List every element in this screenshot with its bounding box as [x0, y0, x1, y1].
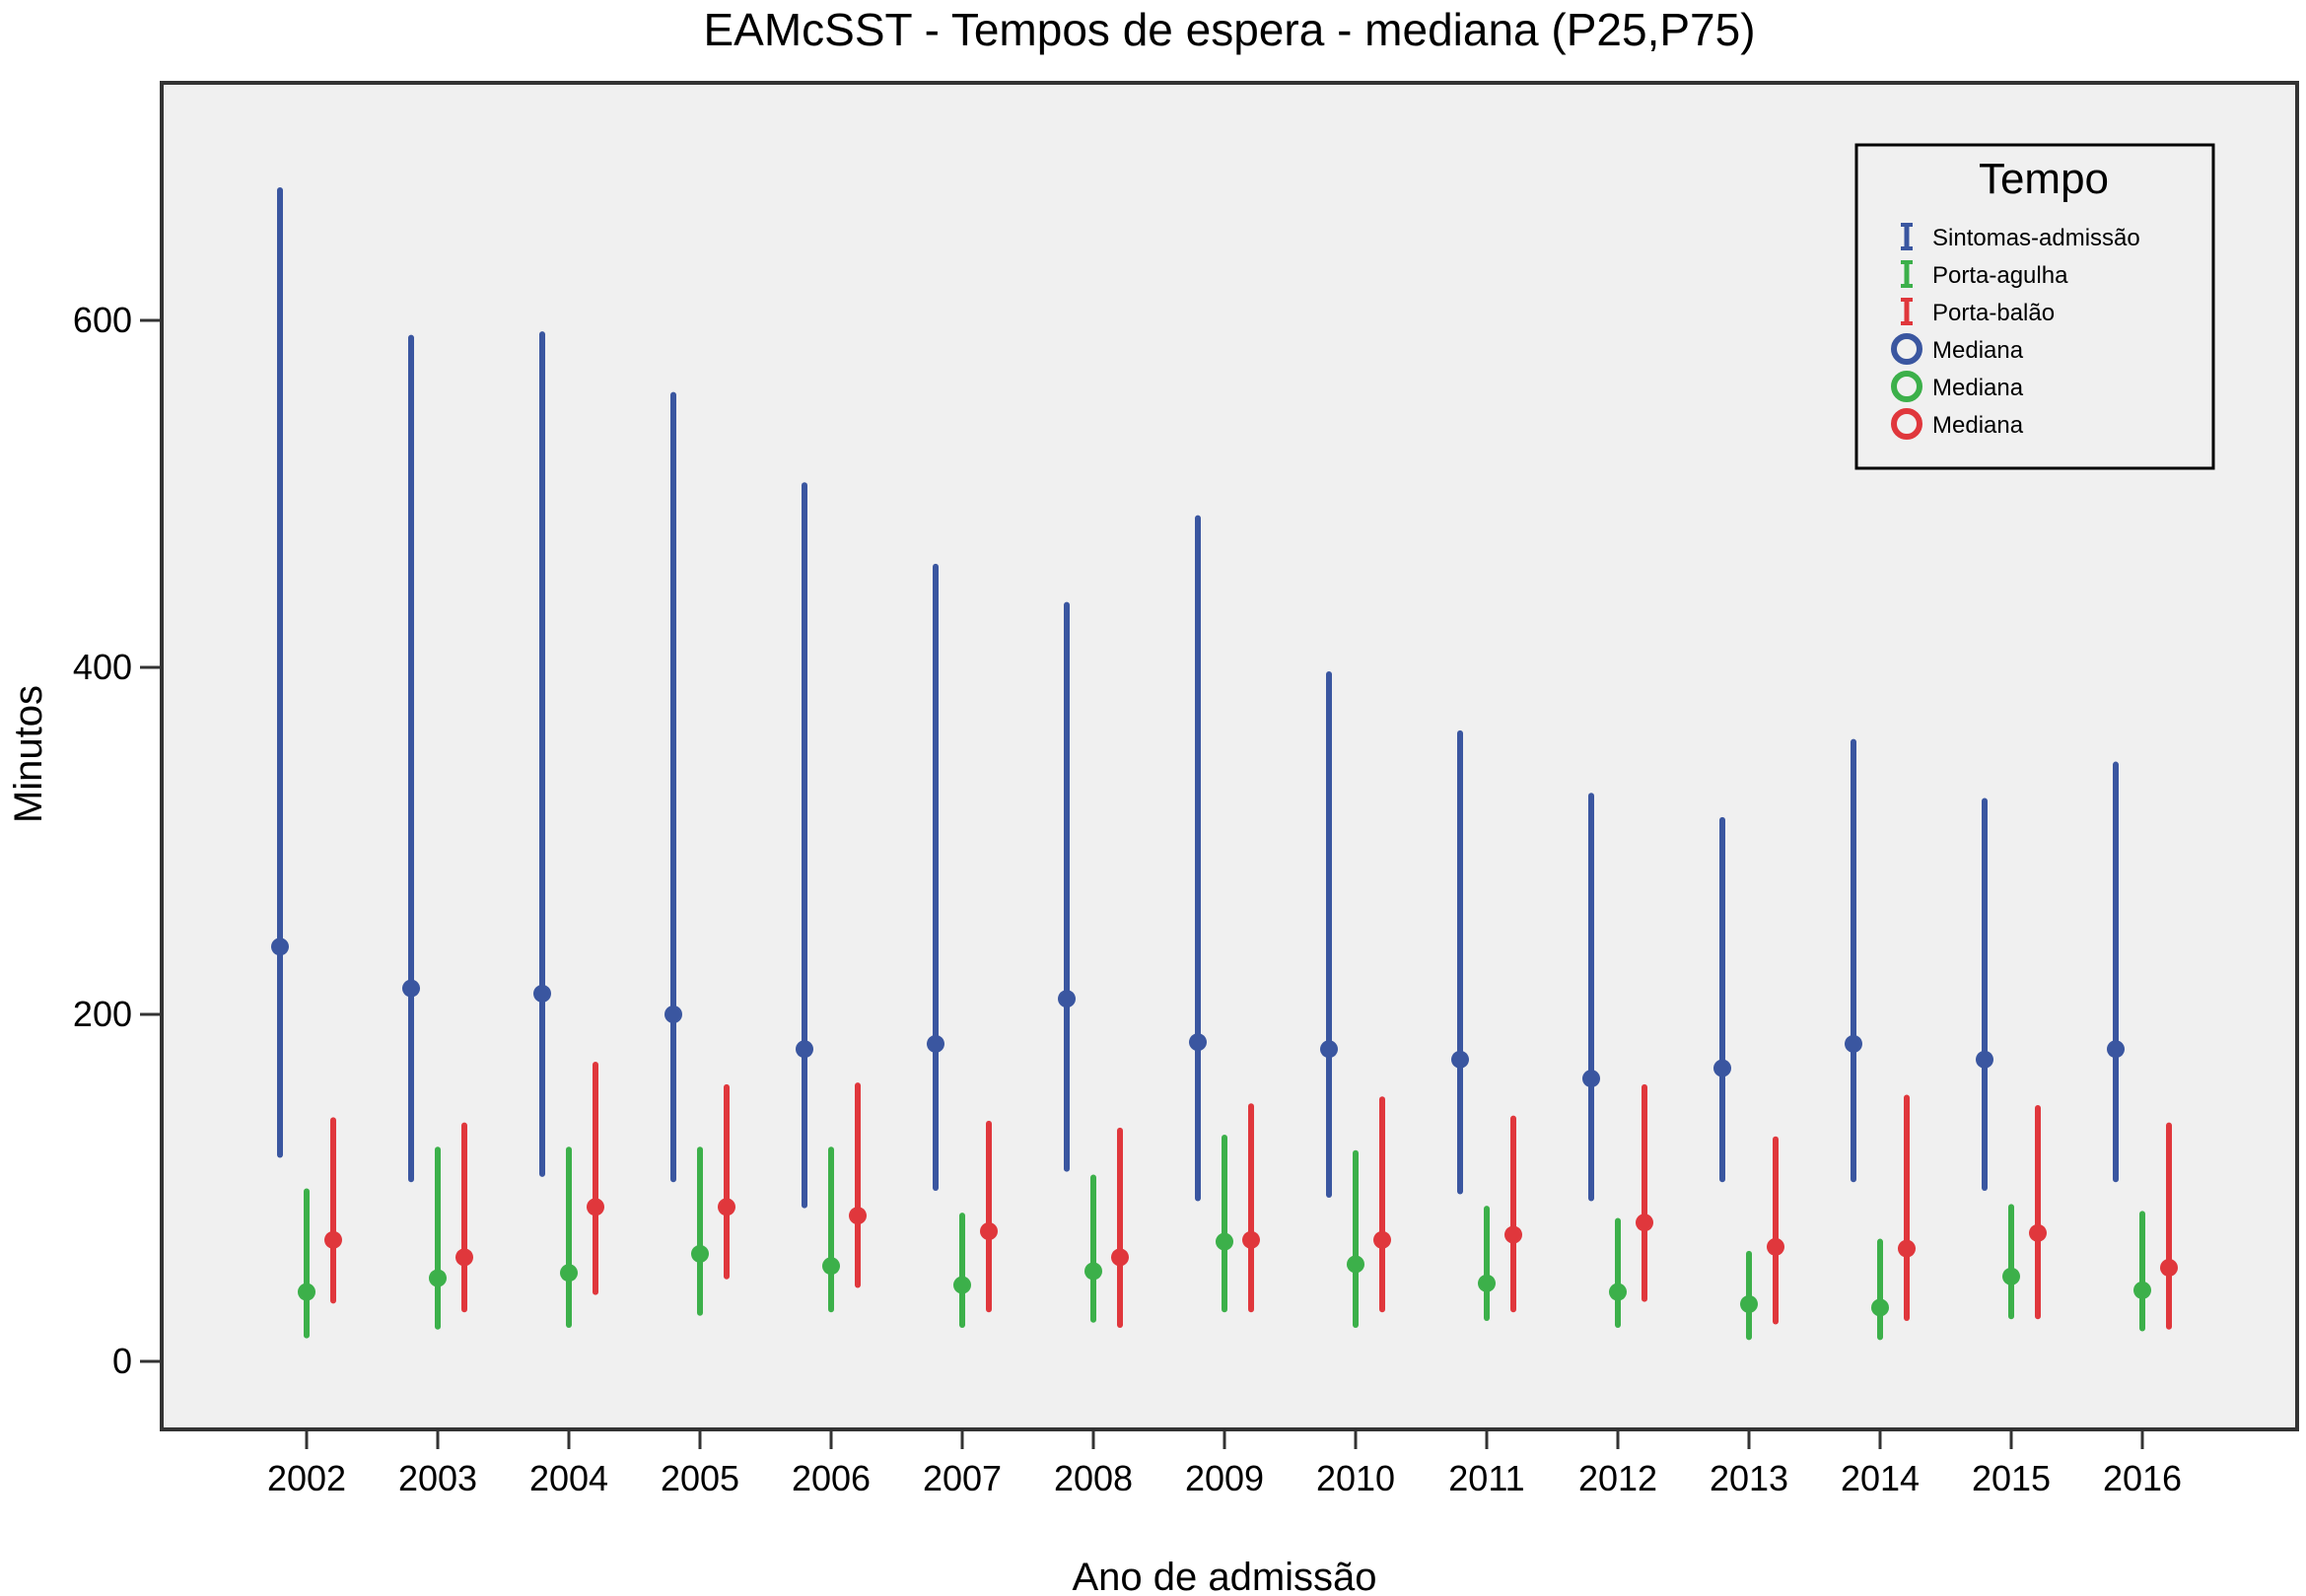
- y-tick-label: 0: [112, 1341, 132, 1381]
- y-tick-label: 400: [73, 647, 132, 687]
- median-point: [1767, 1237, 1784, 1256]
- x-tick-label: 2011: [1448, 1458, 1524, 1498]
- legend-label: Mediana: [1932, 337, 2024, 364]
- median-point: [1216, 1232, 1233, 1251]
- x-tick-label: 2015: [1972, 1458, 2051, 1498]
- median-point: [298, 1283, 315, 1301]
- x-tick-label: 2008: [1054, 1458, 1133, 1498]
- x-tick-label: 2007: [923, 1458, 1002, 1498]
- x-axis-label: Ano de admissão: [1072, 1556, 1376, 1596]
- legend: Tempo Sintomas-admissão Porta-agulha Porta…: [1854, 143, 2215, 470]
- median-point: [2029, 1223, 2047, 1242]
- median-point: [1582, 1070, 1600, 1088]
- median-point: [822, 1257, 840, 1276]
- median-point: [2002, 1267, 2020, 1285]
- legend-label: Sintomas-admissão: [1932, 225, 2140, 251]
- y-axis-label: Minutos: [7, 685, 50, 823]
- median-point: [1058, 990, 1076, 1008]
- median-point: [1636, 1214, 1653, 1232]
- median-point: [560, 1264, 578, 1283]
- median-point: [664, 1006, 682, 1023]
- x-tick-label: 2016: [2103, 1458, 2182, 1498]
- x-tick-label: 2003: [398, 1458, 477, 1498]
- median-point: [927, 1034, 944, 1053]
- median-point: [587, 1198, 604, 1216]
- legend-label: Porta-balão: [1932, 300, 2055, 326]
- median-point: [2107, 1040, 2125, 1059]
- y-axis: 0 200 400 600: [73, 300, 162, 1381]
- median-point: [718, 1198, 735, 1216]
- median-point: [1740, 1294, 1758, 1313]
- median-point: [2160, 1258, 2178, 1277]
- legend-circle-icon: [1891, 333, 1922, 365]
- median-point: [429, 1269, 447, 1287]
- median-point: [1478, 1274, 1496, 1292]
- legend-circle-icon: [1891, 371, 1922, 402]
- median-point: [796, 1040, 813, 1059]
- data-marks: [271, 187, 2178, 1341]
- median-point: [1871, 1298, 1889, 1317]
- median-point: [1451, 1050, 1469, 1069]
- median-point: [1609, 1283, 1627, 1301]
- x-tick-label: 2004: [529, 1458, 608, 1498]
- median-point: [455, 1248, 473, 1267]
- x-tick-label: 2009: [1185, 1458, 1264, 1498]
- median-point: [1320, 1040, 1338, 1059]
- legend-label: Mediana: [1932, 375, 2024, 401]
- median-point: [1976, 1050, 1993, 1069]
- legend-title: Tempo: [1979, 155, 2109, 203]
- x-tick-label: 2006: [792, 1458, 871, 1498]
- median-point: [533, 984, 551, 1003]
- legend-circle-icon: [1891, 408, 1922, 440]
- median-point: [849, 1207, 867, 1225]
- median-point: [1242, 1230, 1260, 1249]
- median-point: [1189, 1033, 1207, 1052]
- median-point: [1504, 1225, 1522, 1244]
- median-point: [1845, 1034, 1862, 1053]
- x-tick-label: 2012: [1578, 1458, 1657, 1498]
- median-point: [402, 979, 420, 998]
- x-tick-label: 2014: [1841, 1458, 1920, 1498]
- y-tick-label: 200: [73, 994, 132, 1034]
- x-axis: 2002 2003 2004 2005 2006 2007 2008 2009 2010 2011…: [267, 1429, 2182, 1498]
- median-point: [324, 1230, 342, 1249]
- x-tick-label: 2013: [1710, 1458, 1788, 1498]
- x-tick-label: 2005: [661, 1458, 739, 1498]
- median-point: [1084, 1262, 1102, 1281]
- median-point: [2133, 1281, 2151, 1299]
- median-point: [1111, 1248, 1129, 1267]
- median-point: [953, 1276, 971, 1294]
- x-tick-label: 2010: [1316, 1458, 1395, 1498]
- y-tick-label: 600: [73, 300, 132, 340]
- median-point: [1713, 1059, 1731, 1077]
- median-point: [1373, 1230, 1391, 1249]
- legend-label: Mediana: [1932, 412, 2024, 439]
- median-point: [980, 1222, 998, 1240]
- median-point: [271, 937, 289, 956]
- chart-title: EAMcSST - Tempos de espera - mediana (P2…: [703, 4, 1755, 55]
- legend-label: Porta-agulha: [1932, 262, 2068, 289]
- median-point: [1898, 1239, 1916, 1258]
- median-point: [691, 1244, 709, 1263]
- median-point: [1347, 1255, 1364, 1274]
- x-tick-label: 2002: [267, 1458, 346, 1498]
